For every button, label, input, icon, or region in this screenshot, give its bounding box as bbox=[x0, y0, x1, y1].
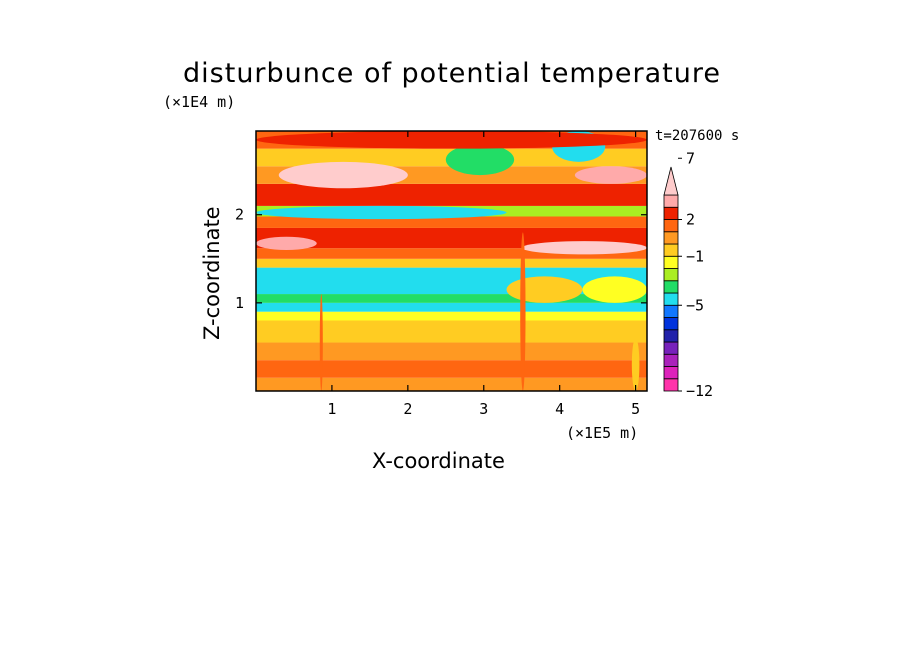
colorbar-label: 2 bbox=[686, 211, 695, 229]
contour-feature bbox=[506, 276, 583, 303]
time-label: t=207600 s bbox=[655, 128, 740, 144]
contour-band bbox=[256, 320, 647, 343]
contour-feature bbox=[256, 205, 507, 220]
contour-feature bbox=[256, 131, 647, 149]
colorbar-swatch bbox=[663, 268, 679, 282]
contour-band bbox=[256, 377, 647, 391]
colorbar-swatch bbox=[663, 329, 679, 343]
contour-feature bbox=[445, 144, 515, 176]
contour-band bbox=[256, 248, 647, 259]
plot-frame bbox=[255, 130, 648, 392]
colorbar-swatch bbox=[663, 341, 679, 355]
x-tick-label: 2 bbox=[403, 400, 412, 418]
colorbar-arrow bbox=[663, 166, 679, 196]
colorbar-label: −1 bbox=[686, 247, 704, 265]
contour-feature bbox=[521, 241, 647, 255]
colorbar-swatch bbox=[663, 280, 679, 294]
x-tick-label: 3 bbox=[479, 400, 488, 418]
colorbar-swatch bbox=[663, 292, 679, 306]
colorbar-label: −5 bbox=[686, 296, 704, 314]
y-unit-label: (×1E4 m) bbox=[163, 93, 236, 111]
contour-feature bbox=[631, 338, 640, 391]
contour-field bbox=[256, 131, 647, 391]
colorbar-swatch bbox=[663, 194, 679, 208]
x-axis-label: X-coordinate bbox=[372, 449, 505, 473]
contour-band bbox=[256, 183, 647, 206]
colorbar-swatch bbox=[663, 366, 679, 380]
colorbar-swatch bbox=[663, 219, 679, 233]
contour-band bbox=[256, 360, 647, 378]
x-tick-label: 5 bbox=[631, 400, 640, 418]
y-tick-label: 2 bbox=[235, 206, 244, 224]
contour-feature bbox=[256, 236, 317, 250]
contour-band bbox=[256, 302, 647, 312]
colorbar-swatch bbox=[663, 243, 679, 257]
contour-band bbox=[256, 311, 647, 321]
colorbar bbox=[663, 166, 679, 392]
x-tick-label: 1 bbox=[327, 400, 336, 418]
colorbar-swatch bbox=[663, 378, 679, 392]
colorbar-swatch bbox=[663, 255, 679, 269]
x-axis: 1 2 3 4 5 bbox=[327, 131, 640, 418]
chart-title: disturbunce of potential temperature bbox=[183, 58, 721, 89]
y-tick-label: 1 bbox=[235, 294, 244, 312]
x-tick-label: 4 bbox=[555, 400, 564, 418]
colorbar-labels: 7 2 −1 −5 −12 bbox=[678, 149, 713, 400]
contour-feature bbox=[582, 276, 647, 303]
y-axis-label: Z-coordinate bbox=[200, 206, 224, 340]
x-unit-label: (×1E5 m) bbox=[566, 424, 639, 442]
contour-feature bbox=[574, 166, 647, 184]
contour-band bbox=[256, 342, 647, 361]
colorbar-swatch bbox=[663, 317, 679, 331]
colorbar-swatch bbox=[663, 353, 679, 367]
colorbar-label: −12 bbox=[686, 382, 713, 400]
contour-band bbox=[256, 258, 647, 268]
contour-band bbox=[256, 294, 647, 303]
colorbar-label: 7 bbox=[686, 149, 695, 167]
colorbar-swatch bbox=[663, 304, 679, 318]
contour-feature bbox=[309, 172, 355, 182]
colorbar-swatch bbox=[663, 206, 679, 220]
contour-band bbox=[256, 216, 647, 228]
contour-feature bbox=[319, 294, 323, 391]
colorbar-swatch bbox=[663, 231, 679, 245]
y-axis: 12 bbox=[235, 206, 647, 312]
contour-feature bbox=[520, 232, 526, 391]
